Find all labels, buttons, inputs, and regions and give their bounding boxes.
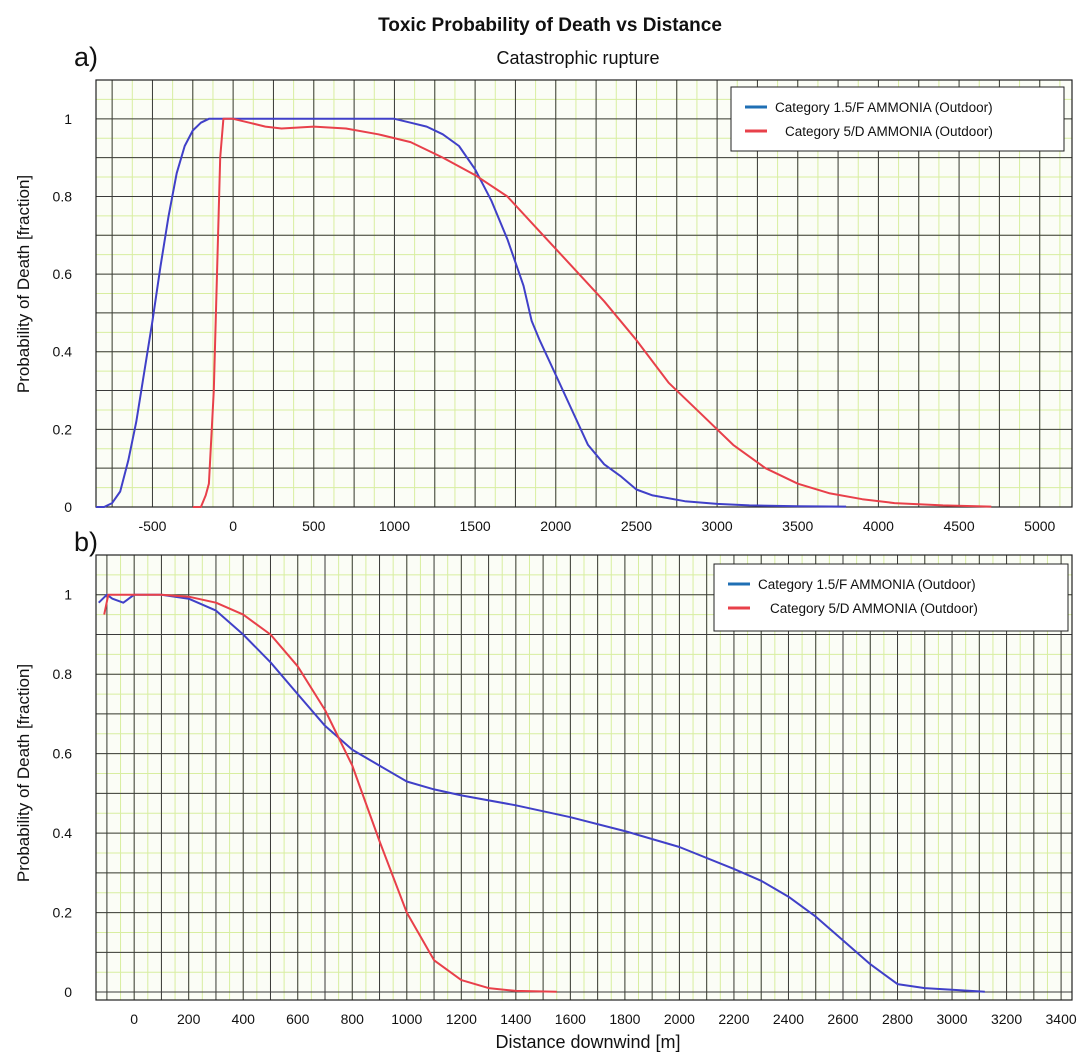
x-tick-label: 5000 xyxy=(1024,518,1055,534)
y-tick-label: 0 xyxy=(64,984,72,1000)
y-tick-label: 0.2 xyxy=(53,905,73,921)
x-axis-label: Distance downwind [m] xyxy=(495,1032,680,1052)
x-tick-label: 0 xyxy=(229,518,237,534)
x-tick-label: 1800 xyxy=(609,1011,640,1027)
legend-entry: Category 5/D AMMONIA (Outdoor) xyxy=(770,601,978,616)
y-tick-label: 0.6 xyxy=(53,746,73,762)
x-tick-label: -500 xyxy=(138,518,166,534)
panel-a-subtitle: Catastrophic rupture xyxy=(496,48,659,68)
x-tick-label: 600 xyxy=(286,1011,310,1027)
legend-entry: Category 5/D AMMONIA (Outdoor) xyxy=(785,124,993,139)
x-tick-label: 3400 xyxy=(1046,1011,1077,1027)
x-tick-label: 400 xyxy=(232,1011,256,1027)
panel-b-plot: 0 200 400 600 800 1000 1200 1400 1600 1800 2000 220… xyxy=(53,555,1077,1027)
legend-box xyxy=(731,87,1064,151)
x-tick-label: 1400 xyxy=(500,1011,531,1027)
legend-entry: Category 1.5/F AMMONIA (Outdoor) xyxy=(775,100,993,115)
panel-b-label: b) xyxy=(74,527,98,557)
x-tick-label: 2000 xyxy=(664,1011,695,1027)
y-tick-label: 0.2 xyxy=(53,421,73,437)
x-tick-label: 0 xyxy=(130,1011,138,1027)
x-tick-label: 3000 xyxy=(702,518,733,534)
legend-entry: Category 1.5/F AMMONIA (Outdoor) xyxy=(758,577,976,592)
x-tick-label: 3200 xyxy=(991,1011,1022,1027)
figure-title: Toxic Probability of Death vs Distance xyxy=(378,15,722,36)
x-tick-label: 3000 xyxy=(936,1011,967,1027)
x-tick-label: 500 xyxy=(302,518,326,534)
y-tick-label: 1 xyxy=(64,587,72,603)
x-tick-label: 3500 xyxy=(782,518,813,534)
x-tick-label: 1500 xyxy=(460,518,491,534)
y-tick-label: 0 xyxy=(64,499,72,515)
x-tick-label: 1000 xyxy=(391,1011,422,1027)
y-tick-label: 0.8 xyxy=(53,188,73,204)
panel-a-ylabel: Probability of Death [fraction] xyxy=(14,175,33,393)
x-tick-label: 2200 xyxy=(718,1011,749,1027)
x-tick-label: 2500 xyxy=(621,518,652,534)
x-tick-label: 4000 xyxy=(863,518,894,534)
x-tick-label: 200 xyxy=(177,1011,201,1027)
x-tick-label: 2600 xyxy=(827,1011,858,1027)
x-tick-label: 2000 xyxy=(540,518,571,534)
y-tick-label: 0.4 xyxy=(53,344,73,360)
y-tick-label: 0.4 xyxy=(53,825,73,841)
x-tick-label: 1000 xyxy=(379,518,410,534)
panel-a-plot: -500 0 500 1000 1500 2000 2500 3000 3500 4000 4500… xyxy=(53,80,1072,534)
panel-b-ylabel: Probability of Death [fraction] xyxy=(14,664,33,882)
x-tick-label: 2400 xyxy=(773,1011,804,1027)
x-tick-label: 1600 xyxy=(555,1011,586,1027)
x-tick-label: 4500 xyxy=(943,518,974,534)
legend-box xyxy=(714,564,1068,631)
x-tick-label: 1200 xyxy=(446,1011,477,1027)
panel-a-label: a) xyxy=(74,42,98,72)
x-tick-label: 2800 xyxy=(882,1011,913,1027)
y-tick-label: 0.6 xyxy=(53,266,73,282)
x-tick-label: 800 xyxy=(341,1011,365,1027)
y-tick-label: 1 xyxy=(64,111,72,127)
y-tick-label: 0.8 xyxy=(53,666,73,682)
